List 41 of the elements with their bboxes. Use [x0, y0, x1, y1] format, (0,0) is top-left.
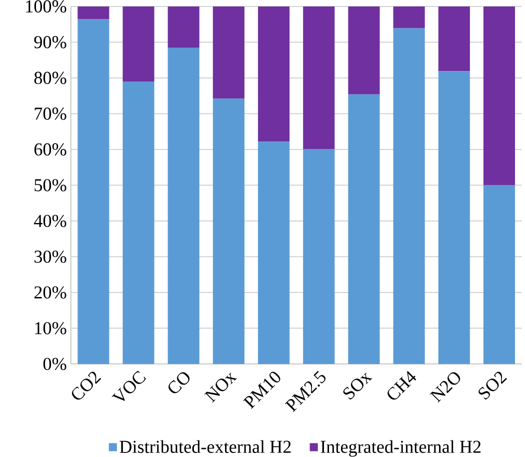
x-tick-label: SO2: [478, 372, 507, 400]
bar: [212, 6, 244, 99]
y-tick-label: 0%: [43, 358, 66, 370]
y-tick-label: 100%: [26, 0, 66, 12]
x-tick-label: N2O: [430, 372, 460, 402]
x-tick-label: NOx: [204, 372, 237, 402]
bar: [348, 94, 380, 364]
bar: [168, 6, 200, 48]
x-tick-label: VOC: [112, 370, 146, 401]
legend-label: Integrated-internal H2: [320, 440, 481, 457]
y-tick-label: 50%: [34, 178, 66, 192]
x-tick-label: CH4: [388, 370, 416, 400]
bar: [122, 81, 154, 364]
legend-label: Distributed-external H2: [120, 440, 291, 453]
bar: [348, 6, 380, 94]
bar: [303, 6, 335, 149]
y-tick-label: 10%: [35, 322, 66, 334]
x-tick-label: SOx: [343, 372, 372, 400]
bar: [78, 6, 110, 20]
x-tick-label: CO: [168, 372, 190, 394]
bar: [483, 6, 516, 186]
bar: [168, 48, 200, 364]
y-tick-label: 90%: [34, 36, 66, 48]
x-tick-label: CO2: [72, 372, 102, 400]
bar: [393, 6, 425, 28]
bar: [393, 28, 425, 364]
bar: [483, 185, 516, 364]
bar: [212, 98, 244, 364]
y-tick-label: 80%: [34, 72, 66, 84]
bar: [438, 6, 470, 71]
y-tick-label: 40%: [34, 214, 66, 227]
bar: [438, 70, 470, 364]
bar: [78, 19, 110, 364]
bar: [122, 6, 154, 82]
y-tick-label: 60%: [34, 143, 66, 156]
y-tick-label: 70%: [34, 107, 66, 120]
bar: [258, 6, 290, 142]
bar: [258, 141, 290, 364]
bar: [303, 148, 335, 364]
y-tick-label: 30%: [34, 250, 66, 263]
y-tick-label: 20%: [34, 286, 66, 298]
